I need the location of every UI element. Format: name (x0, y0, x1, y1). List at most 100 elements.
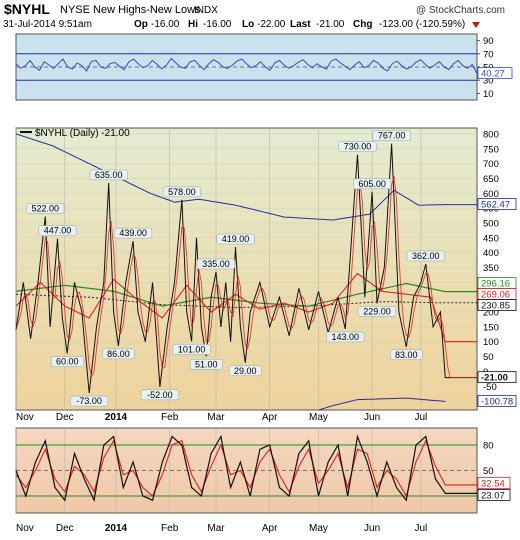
x-tick-label: Nov (16, 412, 34, 423)
y-tick-label: 500 (483, 218, 499, 229)
y-tick-label: 450 (483, 233, 499, 244)
data-label-box (338, 141, 377, 152)
data-label: 730.00 (344, 142, 372, 152)
copyright-label: @ StockCharts.com (416, 5, 505, 16)
lo-label: Lo (242, 19, 254, 30)
data-label-box (216, 233, 255, 245)
red-average-line (15, 272, 477, 343)
data-label-box (140, 389, 179, 401)
y-tick-label: 700 (483, 159, 499, 170)
data-label-box (26, 203, 65, 214)
data-label: 439.00 (119, 228, 147, 238)
right-value-box (477, 371, 517, 384)
y-tick-label: 100 (483, 337, 499, 348)
x-tick-label: 2014 (105, 523, 128, 534)
lo-value: -22.00 (257, 19, 286, 30)
x-tick-label: Feb (161, 412, 179, 423)
x-tick-label: Apr (262, 412, 278, 423)
data-label-box (357, 306, 397, 317)
data-label-box (89, 169, 128, 181)
symbol-label: $NYHL (4, 1, 50, 17)
chart-header: $NYHL NYSE New Highs-New Lows INDX @ Sto… (0, 0, 520, 32)
y-tick-label: 800 (483, 129, 499, 140)
price-line (15, 143, 477, 394)
bottom-panel-background (15, 427, 478, 514)
y-tick-label: 50 (483, 352, 494, 363)
data-label: 51.00 (195, 359, 218, 369)
top-panel-background (15, 33, 478, 101)
y-tick-label: -50 (483, 382, 497, 393)
upper-band-line (15, 133, 477, 221)
data-label: 767.00 (378, 131, 406, 141)
data-label: 522.00 (32, 203, 60, 213)
x-tick-label: May (309, 523, 328, 534)
data-label: 83.00 (395, 350, 418, 360)
data-label-box (372, 130, 411, 141)
data-label: 86.00 (107, 349, 130, 359)
data-label-box (196, 258, 236, 270)
x-tick-label: Jun (364, 412, 380, 423)
dotted-average-line (15, 293, 477, 309)
right-value-label: -21.00 (481, 373, 508, 384)
down-arrow-icon (472, 22, 480, 28)
header-svg: $NYHL NYSE New Highs-New Lows INDX @ Sto… (3, 1, 505, 30)
oscillator-value-box (477, 488, 511, 501)
top-indicator-line (15, 57, 478, 74)
x-tick-label: Apr (262, 523, 278, 534)
data-label: 143.00 (332, 332, 360, 342)
data-label-box (390, 349, 423, 361)
y-tick-label: 400 (483, 248, 499, 259)
data-label-box (172, 344, 211, 355)
y-tick-label: 350 (483, 263, 499, 274)
y-tick-label: 600 (483, 189, 499, 200)
oscillator-value-box (477, 476, 511, 489)
x-tick-label: Dec (56, 523, 74, 534)
data-label: -52.00 (147, 390, 173, 400)
data-label-box (190, 359, 223, 370)
short-average-line (15, 176, 477, 379)
data-label-box (70, 395, 109, 407)
x-tick-label: Mar (207, 523, 225, 534)
data-label: -73.00 (76, 396, 102, 406)
data-label: 29.00 (234, 366, 257, 376)
y-tick-label: 750 (483, 144, 499, 155)
main-legend: $NYHL (Daily) -21.00 (35, 128, 130, 139)
hi-label: Hi (188, 19, 198, 30)
op-label: Op (134, 19, 148, 30)
last-label: Last (290, 19, 311, 30)
right-value-label: 296.16 (481, 279, 510, 290)
data-label: 578.00 (168, 187, 196, 197)
data-label-box (50, 356, 84, 367)
data-label-box (114, 227, 153, 239)
right-value-box (477, 198, 517, 210)
x-tick-label: Jul (415, 412, 428, 423)
y-tick-label: 200 (483, 308, 499, 319)
data-label-box (162, 186, 201, 198)
y-tick-label: 90 (483, 36, 494, 47)
right-value-box (477, 394, 517, 407)
x-tick-label: Mar (207, 412, 225, 423)
legend-swatch (20, 131, 32, 133)
data-label: 335.00 (202, 259, 230, 269)
data-label-box (326, 331, 365, 343)
x-tick-label: May (309, 412, 328, 423)
datetime-label: 31-Jul-2014 9:51am (3, 19, 92, 30)
data-label-box (229, 365, 262, 377)
y-tick-label: 70 (483, 49, 494, 60)
index-name: NYSE New Highs-New Lows (60, 4, 201, 16)
lower-band-line (318, 397, 446, 411)
right-value-label: 230.85 (481, 301, 510, 312)
data-label: 635.00 (95, 170, 123, 180)
data-label-box (102, 348, 135, 360)
y-tick-label: 150 (483, 322, 499, 333)
op-value: -16.00 (151, 19, 180, 30)
chg-value: -123.00 (-120.59%) (379, 19, 465, 30)
hi-value: -16.00 (203, 19, 232, 30)
data-label-box (353, 178, 392, 190)
oscillator-fast-line (15, 434, 477, 503)
data-label: 362.00 (412, 251, 440, 261)
x-tick-label: Jul (415, 523, 428, 534)
chg-label: Chg (353, 19, 372, 30)
oscillator-value-label: 23.07 (481, 490, 505, 501)
